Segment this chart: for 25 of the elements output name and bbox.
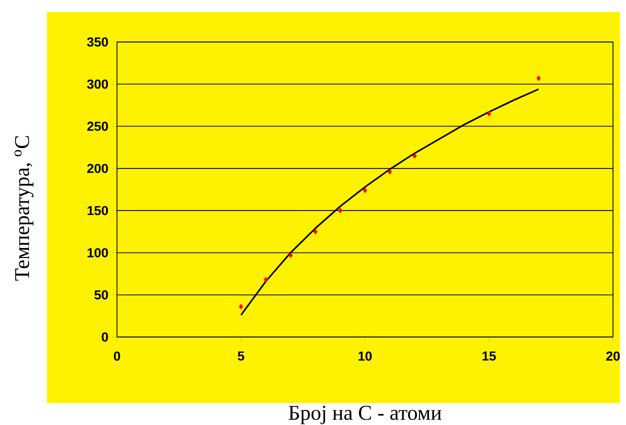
point xyxy=(288,252,293,258)
point xyxy=(388,169,392,175)
y-tick-label: 100 xyxy=(88,248,108,258)
point xyxy=(536,75,541,82)
point xyxy=(264,276,268,282)
y-tick-label: 200 xyxy=(87,164,108,174)
x-tick-label: 5 xyxy=(238,352,244,361)
y-axis-title: Температура, $^{o}$C xyxy=(14,136,34,281)
point xyxy=(238,304,244,310)
x-tick-label: 15 xyxy=(482,352,496,361)
x-tick-label: 0 xyxy=(114,352,120,361)
y-tick-label: 150 xyxy=(88,206,108,216)
point xyxy=(338,208,342,214)
y-tick-label: 250 xyxy=(87,122,108,131)
y-tick-label: 350 xyxy=(87,37,108,47)
x-tick-label: 20 xyxy=(606,352,620,361)
point xyxy=(362,188,368,194)
y-tick-label: 0 xyxy=(102,332,108,342)
y-tick-label: 300 xyxy=(87,80,108,89)
point xyxy=(412,152,417,159)
y-tick-label: 50 xyxy=(94,290,108,300)
point xyxy=(486,110,492,116)
point xyxy=(313,228,318,234)
x-tick-label: 10 xyxy=(358,352,372,361)
x-axis-title: Број на C - атоми xyxy=(288,406,442,424)
